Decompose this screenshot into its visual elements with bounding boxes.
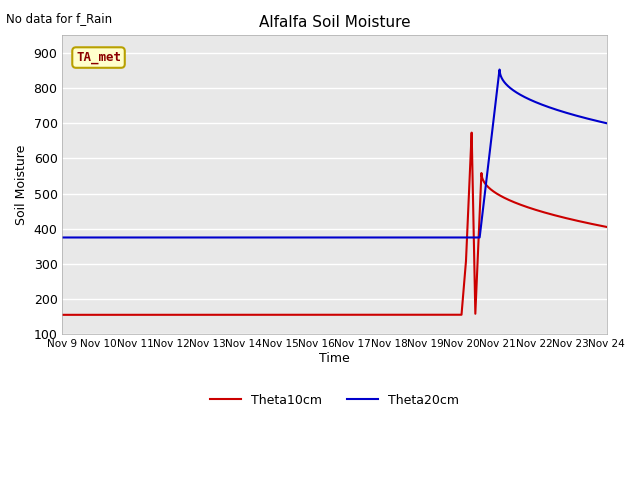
X-axis label: Time: Time xyxy=(319,352,350,365)
Text: No data for f_Rain: No data for f_Rain xyxy=(6,12,113,25)
Title: Alfalfa Soil Moisture: Alfalfa Soil Moisture xyxy=(259,15,410,30)
Legend: Theta10cm, Theta20cm: Theta10cm, Theta20cm xyxy=(205,389,464,411)
Text: TA_met: TA_met xyxy=(76,51,121,64)
Y-axis label: Soil Moisture: Soil Moisture xyxy=(15,144,28,225)
